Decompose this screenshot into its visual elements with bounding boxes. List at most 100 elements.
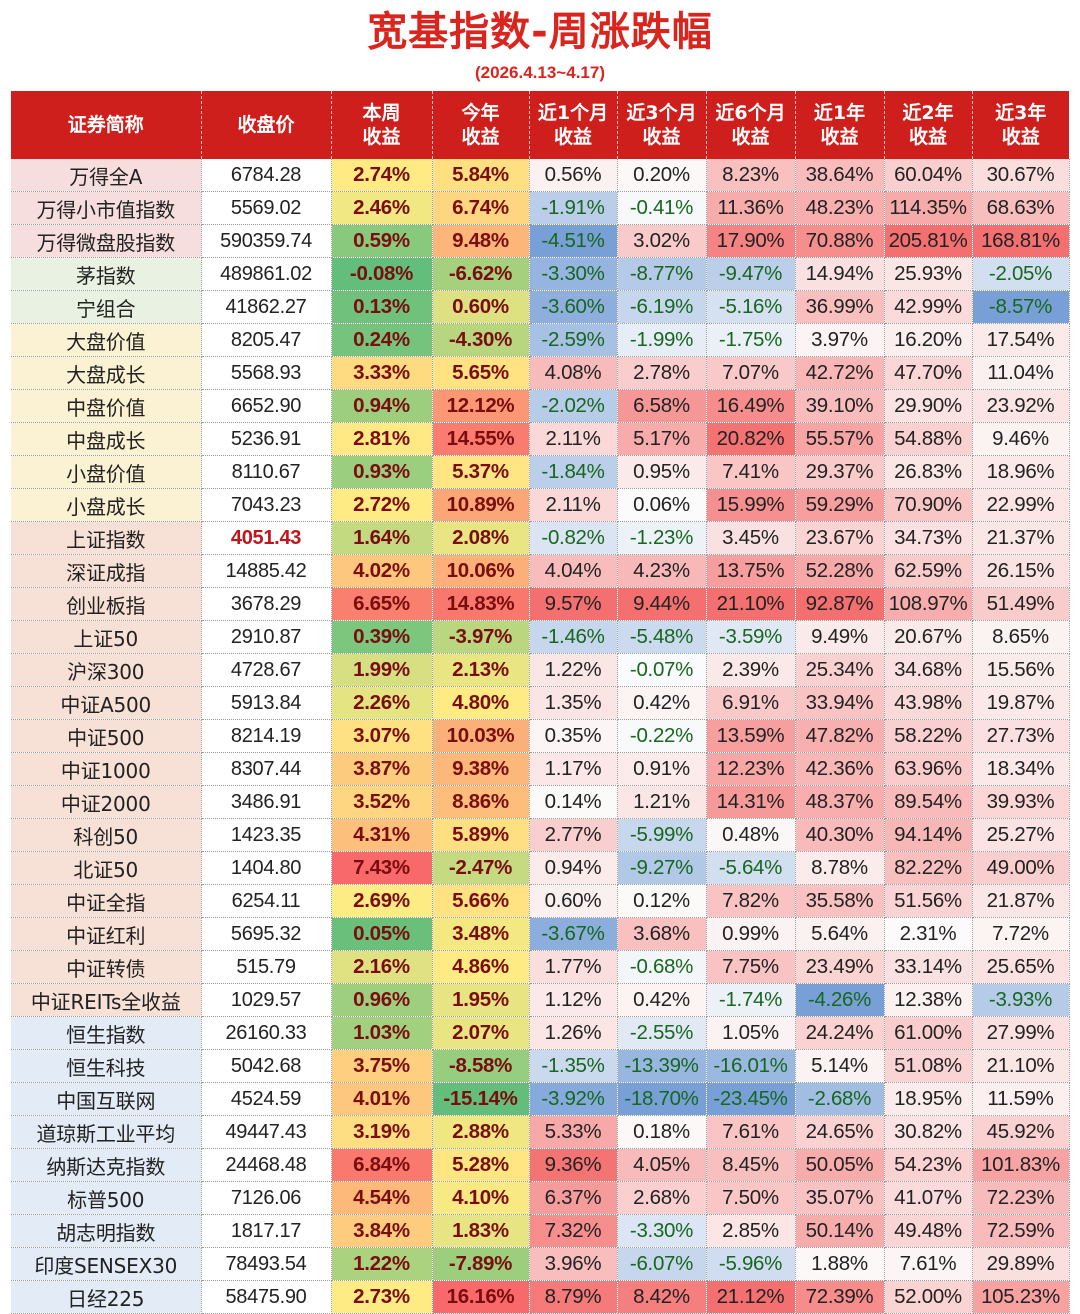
return-cell-m6: 7.82% (706, 884, 796, 918)
return-cell-m6: -1.74% (706, 983, 796, 1017)
return-cell-m3: -1.23% (617, 521, 707, 555)
index-name-cell: 北证50 (11, 851, 202, 885)
return-cell-m1: -1.35% (529, 1049, 618, 1083)
return-cell-m6: -5.96% (706, 1247, 796, 1281)
close-price-cell: 1029.57 (201, 983, 332, 1017)
return-cell-m6: 2.39% (706, 653, 796, 687)
return-cell-m1: -0.82% (529, 521, 618, 555)
return-cell-y1: 38.64% (795, 159, 885, 192)
return-cell-m6: 12.23% (706, 752, 796, 786)
close-price-cell: 8214.19 (201, 719, 332, 753)
return-cell-m3: 2.78% (617, 356, 707, 390)
return-cell-y2: 26.83% (884, 455, 973, 489)
return-cell-y3: 15.56% (972, 653, 1070, 687)
return-cell-m1: 0.35% (529, 719, 618, 753)
return-cell-m6: -9.47% (706, 257, 796, 291)
return-cell-m1: 1.17% (529, 752, 618, 786)
return-cell-y2: 61.00% (884, 1016, 973, 1050)
return-cell-y2: 29.90% (884, 389, 973, 423)
return-cell-m3: -0.68% (617, 950, 707, 984)
table-row: 中证1000 8307.44 3.87% 9.38% 1.17% 0.91% 12.23% 4… (11, 752, 1070, 786)
return-cell-week: 2.72% (331, 488, 433, 522)
return-cell-y1: 70.88% (795, 224, 885, 258)
return-cell-m6: 8.45% (706, 1148, 796, 1182)
return-cell-m3: -3.30% (617, 1214, 707, 1248)
return-cell-y2: 114.35% (884, 191, 973, 225)
table-row: 万得微盘股指数 590359.74 0.59% 9.48% -4.51% 3.02% 17.… (11, 224, 1070, 258)
close-price-cell: 5568.93 (201, 356, 332, 390)
return-cell-ytd: 9.38% (432, 752, 530, 786)
return-cell-y1: 5.64% (795, 917, 885, 951)
return-cell-m6: -5.16% (706, 290, 796, 324)
return-cell-y1: 48.23% (795, 191, 885, 225)
close-price-cell: 6784.28 (201, 159, 332, 192)
return-cell-m1: 1.22% (529, 653, 618, 687)
table-row: 宁组合 41862.27 0.13% 0.60% -3.60% -6.19% -5.16% 3… (11, 290, 1070, 324)
return-cell-y1: 35.58% (795, 884, 885, 918)
return-cell-y1: 50.14% (795, 1214, 885, 1248)
return-cell-m1: 2.77% (529, 818, 618, 852)
return-cell-ytd: 10.89% (432, 488, 530, 522)
return-cell-week: 1.22% (331, 1247, 433, 1281)
return-cell-ytd: 9.48% (432, 224, 530, 258)
index-name-cell: 中证2000 (11, 785, 202, 819)
table-row: 胡志明指数 1817.17 3.84% 1.83% 7.32% -3.30% 2.85% 50… (11, 1214, 1070, 1248)
return-cell-m3: 0.12% (617, 884, 707, 918)
return-cell-m3: 8.42% (617, 1280, 707, 1314)
return-cell-y1: 50.05% (795, 1148, 885, 1182)
return-cell-ytd: 2.07% (432, 1016, 530, 1050)
close-price-cell: 5569.02 (201, 191, 332, 225)
return-cell-week: 3.07% (331, 719, 433, 753)
return-cell-y3: 7.72% (972, 917, 1070, 951)
return-cell-ytd: 1.95% (432, 983, 530, 1017)
return-cell-y2: 52.00% (884, 1280, 973, 1314)
return-cell-ytd: 4.86% (432, 950, 530, 984)
table-row: 中证转债 515.79 2.16% 4.86% 1.77% -0.68% 7.75% 23.4… (11, 950, 1070, 984)
return-cell-y2: 51.56% (884, 884, 973, 918)
return-cell-y2: 60.04% (884, 159, 973, 192)
return-cell-m1: 1.26% (529, 1016, 618, 1050)
return-cell-week: 1.99% (331, 653, 433, 687)
return-cell-y3: 18.96% (972, 455, 1070, 489)
close-price-cell: 4728.67 (201, 653, 332, 687)
return-cell-m3: 0.06% (617, 488, 707, 522)
close-price-cell: 58475.90 (201, 1280, 332, 1314)
return-cell-week: 2.26% (331, 686, 433, 720)
col-header-3y: 近3年 收益 (972, 91, 1069, 159)
return-cell-y1: 47.82% (795, 719, 885, 753)
return-cell-y1: 3.97% (795, 323, 885, 357)
return-cell-ytd: -15.14% (432, 1082, 530, 1116)
return-cell-m3: -9.27% (617, 851, 707, 885)
return-cell-ytd: 5.89% (432, 818, 530, 852)
return-cell-y3: 17.54% (972, 323, 1070, 357)
index-name-cell: 日经225 (11, 1280, 202, 1314)
index-name-cell: 中证REITs全收益 (11, 983, 202, 1017)
return-cell-m1: -3.92% (529, 1082, 618, 1116)
table-row: 科创50 1423.35 4.31% 5.89% 2.77% -5.99% 0.48% 40.… (11, 818, 1070, 852)
return-cell-y3: 30.67% (972, 159, 1070, 192)
close-price-cell: 24468.48 (201, 1148, 332, 1182)
table-row: 道琼斯工业平均 49447.43 3.19% 2.88% 5.33% 0.18% 7.61%… (11, 1115, 1070, 1149)
page-title: 宽基指数-周涨跌幅 (367, 9, 713, 55)
table-row: 标普500 7126.06 4.54% 4.10% 6.37% 2.68% 7.50% 35.… (11, 1181, 1070, 1215)
return-cell-y1: 39.10% (795, 389, 885, 423)
return-cell-m3: -2.55% (617, 1016, 707, 1050)
close-price-cell: 6652.90 (201, 389, 332, 423)
return-cell-y3: -3.93% (972, 983, 1070, 1017)
table-row: 中国互联网 4524.59 4.01% -15.14% -3.92% -18.70% -23… (11, 1082, 1070, 1116)
return-cell-week: 3.19% (331, 1115, 433, 1149)
return-cell-m3: -0.41% (617, 191, 707, 225)
table-row: 沪深300 4728.67 1.99% 2.13% 1.22% -0.07% 2.39% 25… (11, 653, 1070, 687)
return-cell-week: 0.59% (331, 224, 433, 258)
return-cell-ytd: 5.28% (432, 1148, 530, 1182)
return-cell-y1: 9.49% (795, 620, 885, 654)
return-cell-y1: 36.99% (795, 290, 885, 324)
return-cell-m1: -3.60% (529, 290, 618, 324)
col-header-name: 证券简称 (11, 91, 202, 159)
return-cell-y3: 39.93% (972, 785, 1070, 819)
close-price-cell: 5913.84 (201, 686, 332, 720)
return-cell-y2: 20.67% (884, 620, 973, 654)
index-name-cell: 中证A500 (11, 686, 202, 720)
return-cell-y3: 25.65% (972, 950, 1070, 984)
return-cell-y3: 21.87% (972, 884, 1070, 918)
